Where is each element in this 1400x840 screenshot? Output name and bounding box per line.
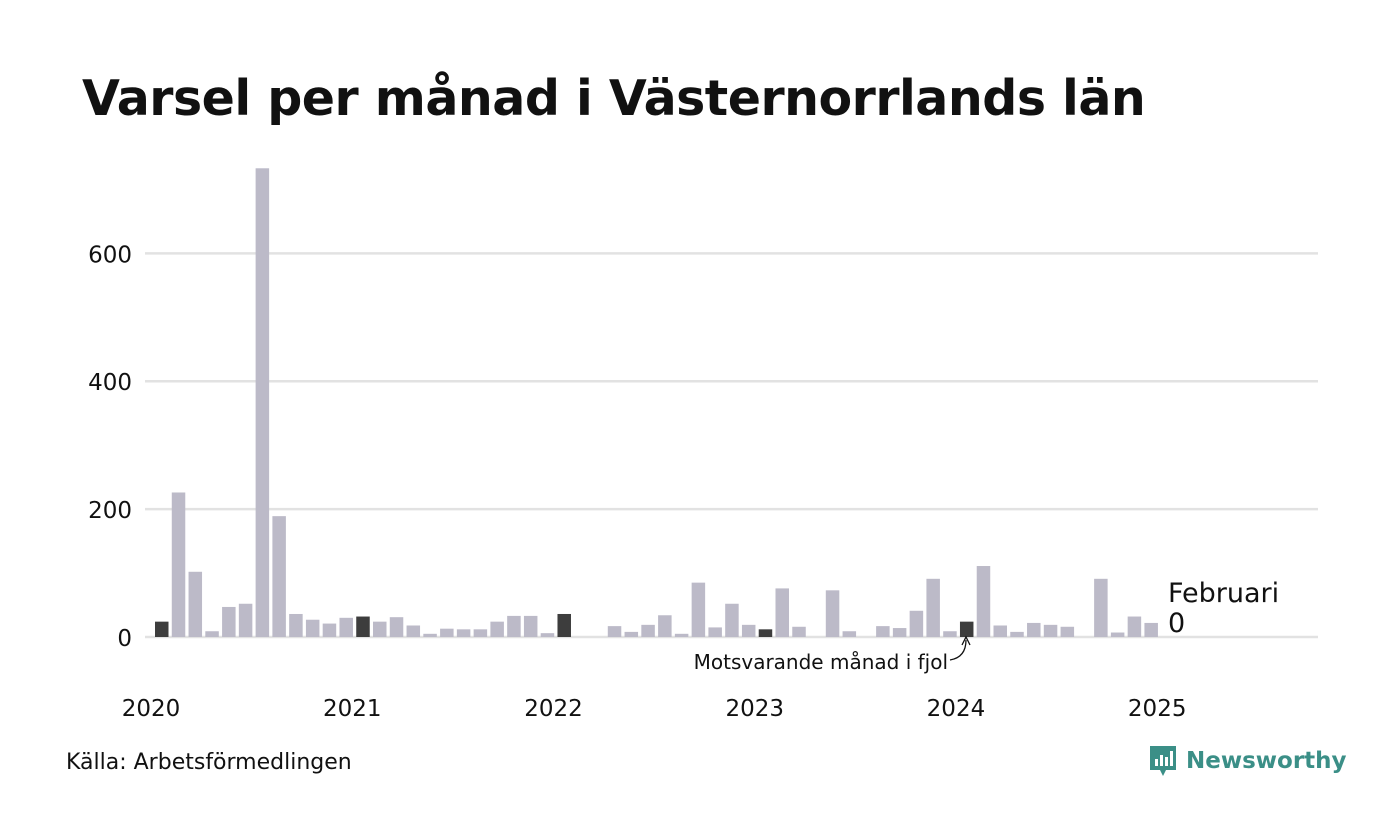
bar — [993, 625, 1007, 637]
chart-title: Varsel per månad i Västernorrlands län — [82, 70, 1146, 127]
bar — [926, 578, 940, 637]
x-tick-label: 2023 — [725, 696, 784, 722]
latest-month-label: Februari — [1168, 578, 1279, 609]
bar — [1144, 622, 1158, 637]
bar — [892, 628, 907, 637]
x-tick-label: 2025 — [1128, 696, 1187, 722]
bar — [289, 613, 303, 637]
x-tick-label: 2020 — [122, 696, 181, 722]
bar — [775, 588, 789, 637]
bars — [155, 168, 1158, 637]
bar — [222, 606, 236, 637]
bar — [1043, 624, 1058, 637]
y-tick-label: 0 — [117, 626, 132, 652]
bar — [188, 571, 203, 637]
bar — [725, 603, 739, 637]
bar — [205, 631, 219, 637]
bar — [490, 621, 504, 637]
bar — [825, 590, 840, 637]
bar — [741, 624, 756, 637]
bar-highlight — [758, 629, 773, 637]
bar — [674, 633, 689, 637]
bar — [507, 615, 521, 637]
bar — [842, 631, 857, 637]
newsworthy-logo-icon — [1150, 746, 1176, 776]
bar — [171, 492, 186, 637]
latest-month-value: 0 — [1168, 608, 1185, 639]
bar — [876, 626, 890, 637]
bar — [272, 516, 286, 637]
bar-highlight — [959, 621, 974, 637]
y-tick-label: 600 — [88, 242, 132, 268]
x-tick-label: 2024 — [927, 696, 986, 722]
x-axis-tick-labels: 2020 2021 2022 2023 2024 2025 — [122, 696, 1187, 722]
bar — [423, 633, 437, 637]
bar — [658, 615, 672, 637]
previous-year-annotation: Motsvarande månad i fjol — [694, 650, 948, 674]
bar-highlight — [356, 616, 370, 637]
annotations: Februari 0 Motsvarande månad i fjol — [694, 578, 1280, 674]
bar — [339, 617, 353, 637]
bar — [691, 582, 706, 637]
bar — [440, 628, 454, 637]
bar — [909, 610, 924, 637]
y-axis-tick-labels: 0 200 400 600 — [88, 242, 132, 652]
bar — [1127, 616, 1142, 637]
bar — [607, 626, 622, 637]
bar — [540, 633, 555, 637]
bar — [473, 629, 488, 637]
bar — [456, 629, 471, 637]
bar — [943, 631, 957, 637]
bar — [523, 615, 538, 637]
bar — [1027, 622, 1041, 637]
bar — [238, 603, 253, 637]
bar — [373, 621, 387, 637]
bar — [406, 625, 421, 637]
bar — [305, 619, 320, 637]
x-tick-label: 2022 — [524, 696, 583, 722]
y-tick-label: 200 — [88, 498, 132, 524]
bar — [624, 631, 639, 637]
bar-highlight — [557, 613, 571, 637]
bar — [708, 627, 722, 637]
bar — [1060, 626, 1075, 637]
bar — [641, 624, 655, 637]
bar — [976, 566, 991, 637]
bar — [792, 626, 806, 637]
annotation-arrow — [949, 639, 967, 661]
annotation-arrow-head — [961, 635, 971, 646]
brand: Newsworthy — [1148, 744, 1347, 778]
bar — [1094, 578, 1108, 637]
bar-highlight — [155, 621, 169, 637]
y-tick-label: 400 — [88, 370, 132, 396]
bar — [1110, 632, 1125, 637]
brand-name: Newsworthy — [1186, 748, 1347, 774]
x-tick-label: 2021 — [323, 696, 382, 722]
bar — [389, 617, 404, 637]
bar — [322, 623, 337, 637]
grid-lines — [145, 252, 1318, 639]
bar — [1010, 631, 1024, 637]
source-note: Källa: Arbetsförmedlingen — [66, 750, 352, 775]
bar — [255, 168, 270, 637]
